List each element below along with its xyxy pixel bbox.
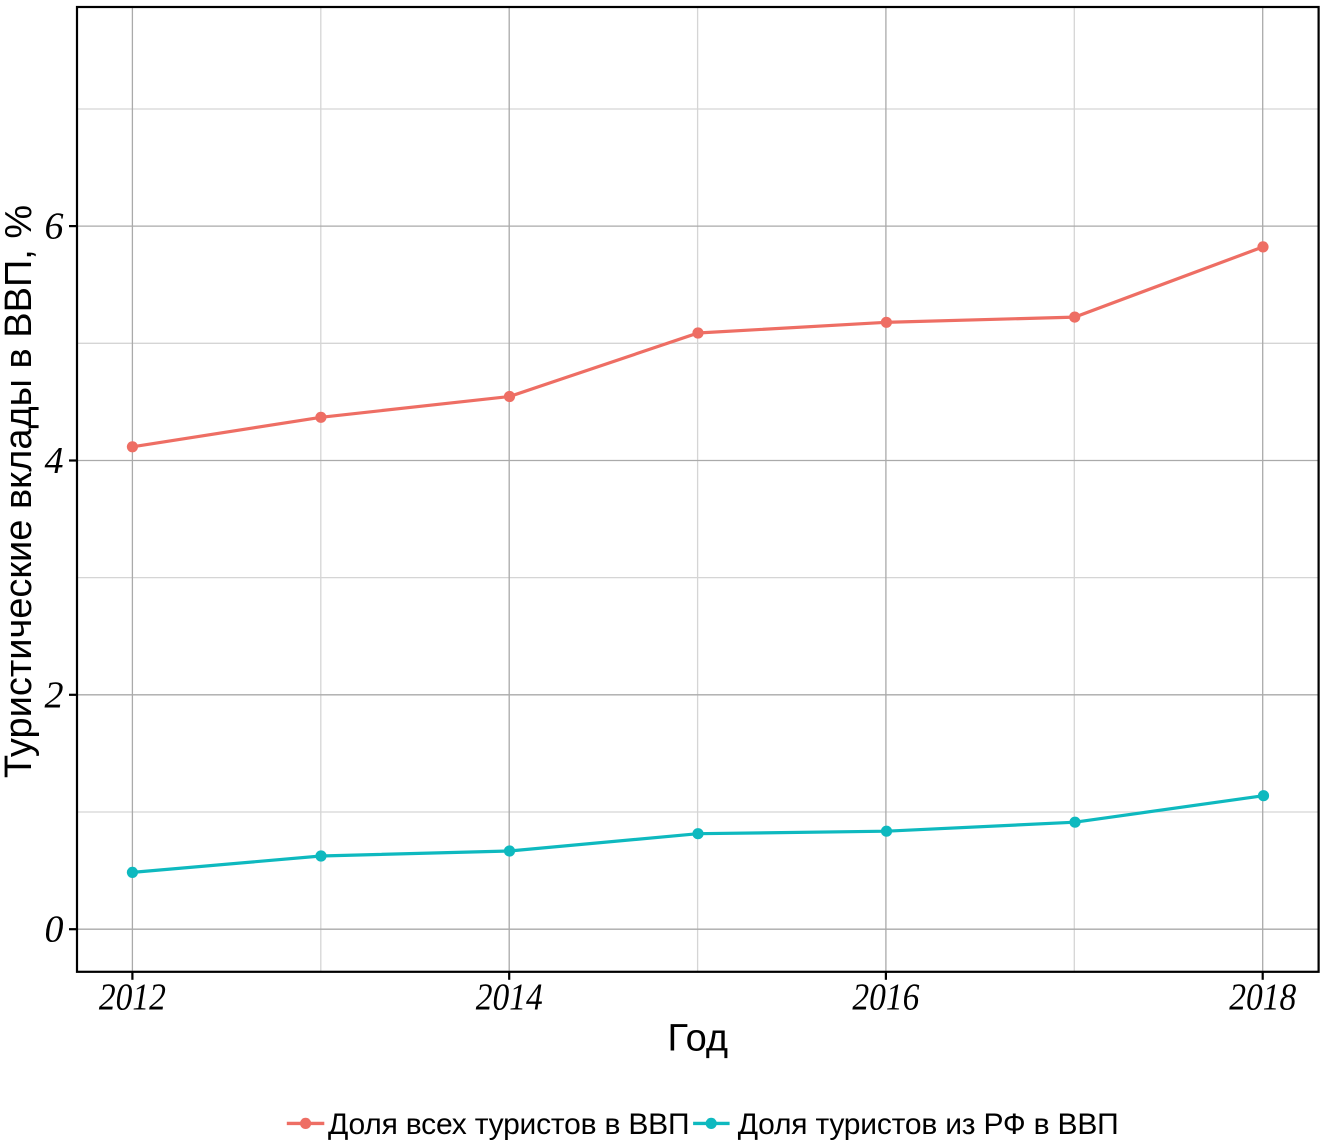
svg-text:Доля туристов из РФ в ВВП: Доля туристов из РФ в ВВП <box>738 1108 1119 1141</box>
svg-text:2012: 2012 <box>99 977 166 1019</box>
svg-text:0: 0 <box>45 909 64 951</box>
svg-text:Год: Год <box>668 1018 729 1060</box>
svg-text:4: 4 <box>45 440 64 482</box>
svg-text:Туристические вклады в ВВП, %: Туристические вклады в ВВП, % <box>0 205 40 778</box>
svg-text:2018: 2018 <box>1229 977 1296 1019</box>
svg-text:Доля всех туристов в ВВП: Доля всех туристов в ВВП <box>328 1108 689 1141</box>
svg-text:2016: 2016 <box>852 977 919 1019</box>
svg-text:2014: 2014 <box>476 977 543 1019</box>
svg-text:2: 2 <box>45 674 64 716</box>
svg-text:6: 6 <box>45 206 64 248</box>
